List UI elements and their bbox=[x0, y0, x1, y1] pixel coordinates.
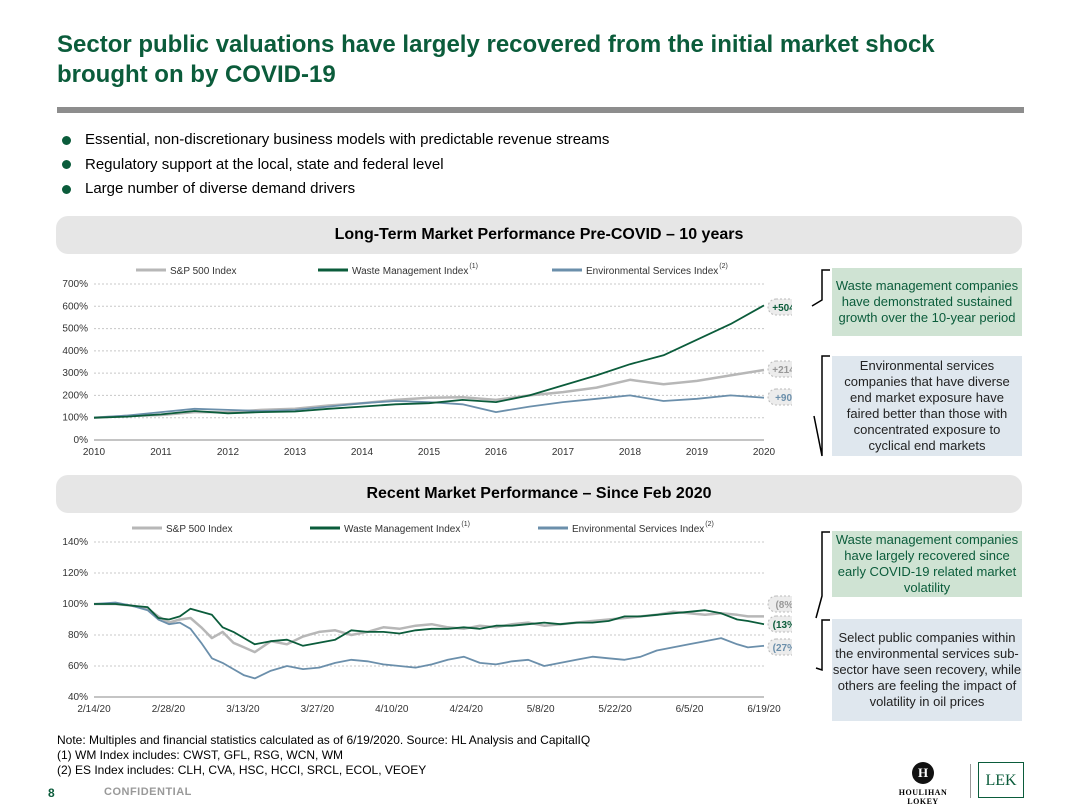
x-tick-label: 4/24/20 bbox=[450, 704, 484, 715]
y-tick-label: 120% bbox=[62, 568, 88, 579]
legend-label: Environmental Services Index bbox=[586, 266, 718, 277]
end-label: +504% bbox=[772, 303, 792, 314]
confidential-label: CONFIDENTIAL bbox=[104, 786, 192, 798]
x-tick-label: 2020 bbox=[753, 447, 776, 458]
x-tick-label: 2019 bbox=[686, 447, 709, 458]
x-tick-label: 2016 bbox=[485, 447, 508, 458]
bullet-item: Regulatory support at the local, state a… bbox=[62, 153, 609, 178]
callout-rc-env: Select public companies within the envir… bbox=[832, 619, 1022, 721]
y-tick-label: 40% bbox=[68, 692, 88, 703]
recent-chart: 40% 60% 80% 100% 120% 140% 2/14/20 2/28/20 3/13/… bbox=[62, 521, 792, 715]
page-title: Sector public valuations have largely re… bbox=[57, 31, 935, 88]
lek-logo: LEK bbox=[978, 762, 1024, 798]
callout-lt-waste: Waste management companies have demonstr… bbox=[832, 268, 1022, 336]
bullet-dot-icon bbox=[62, 184, 71, 194]
legend-footnote-marker: (1) bbox=[469, 263, 478, 270]
long-term-chart: 0% 100% 200% 300% 400% 500% 600% 700% 2010 2011 20… bbox=[62, 263, 792, 458]
legend-footnote-marker: (2) bbox=[705, 521, 714, 528]
houlihan-lokey-mark-icon: H bbox=[912, 762, 934, 784]
bullet-item: Large number of diverse demand drivers bbox=[62, 177, 609, 202]
x-tick-label: 6/19/20 bbox=[747, 704, 781, 715]
legend-label: S&P 500 Index bbox=[166, 524, 233, 535]
y-tick-label: 60% bbox=[68, 661, 88, 672]
legend-footnote-marker: (2) bbox=[719, 263, 728, 270]
x-tick-label: 3/13/20 bbox=[226, 704, 260, 715]
y-tick-label: 100% bbox=[62, 413, 88, 424]
end-label-badge bbox=[767, 388, 792, 406]
bullet-dot-icon bbox=[62, 160, 71, 170]
y-tick-label: 700% bbox=[62, 279, 88, 290]
bullet-text: Regulatory support at the local, state a… bbox=[85, 155, 444, 173]
x-tick-label: 6/5/20 bbox=[676, 704, 704, 715]
title-divider bbox=[57, 107, 1024, 113]
x-tick-label: 2015 bbox=[418, 447, 441, 458]
bullet-text: Large number of diverse demand drivers bbox=[85, 180, 356, 197]
footnote-source: Note: Multiples and financial statistics… bbox=[57, 733, 591, 747]
series-line bbox=[93, 601, 765, 680]
x-tick-label: 3/27/20 bbox=[301, 704, 335, 715]
y-tick-label: 500% bbox=[62, 324, 88, 335]
bullet-list: Essential, non-discretionary business mo… bbox=[62, 128, 609, 202]
y-tick-label: 600% bbox=[62, 301, 88, 312]
x-tick-label: 5/22/20 bbox=[598, 704, 632, 715]
series-line bbox=[93, 304, 765, 419]
logo-divider bbox=[970, 764, 971, 798]
end-label: +90% bbox=[775, 393, 792, 404]
x-tick-label: 2/28/20 bbox=[152, 704, 186, 715]
y-tick-label: 200% bbox=[62, 390, 88, 401]
section-header-long-term: Long-Term Market Performance Pre-COVID –… bbox=[56, 216, 1022, 254]
end-label-badge bbox=[767, 595, 792, 613]
bullet-text: Essential, non-discretionary business mo… bbox=[85, 131, 610, 148]
end-label-badge bbox=[767, 638, 792, 656]
bullet-dot-icon bbox=[62, 135, 71, 145]
end-label: (8%) bbox=[775, 600, 792, 611]
end-label-badge bbox=[767, 615, 792, 633]
x-tick-label: 4/10/20 bbox=[375, 704, 409, 715]
legend-footnote-marker: (1) bbox=[461, 521, 470, 528]
legend-label: S&P 500 Index bbox=[170, 266, 237, 277]
x-tick-label: 5/8/20 bbox=[527, 704, 555, 715]
houlihan-lokey-wordmark: HOULIHAN LOKEY bbox=[898, 788, 948, 806]
callout-rc-waste: Waste management companies have largely … bbox=[832, 531, 1022, 597]
callout-lt-env: Environmental services companies that ha… bbox=[832, 356, 1022, 456]
end-label-badge bbox=[767, 360, 792, 378]
y-tick-label: 300% bbox=[62, 368, 88, 379]
y-tick-label: 100% bbox=[62, 599, 88, 610]
y-tick-label: 0% bbox=[74, 435, 89, 446]
x-tick-label: 2/14/20 bbox=[77, 704, 111, 715]
legend-label: Environmental Services Index bbox=[572, 524, 704, 535]
x-tick-label: 2018 bbox=[619, 447, 642, 458]
x-tick-label: 2012 bbox=[217, 447, 240, 458]
legend-label: Waste Management Index bbox=[344, 524, 460, 535]
legend-label: Waste Management Index bbox=[352, 266, 468, 277]
x-tick-label: 2014 bbox=[351, 447, 374, 458]
y-tick-label: 80% bbox=[68, 630, 88, 641]
callout-brackets bbox=[811, 269, 830, 672]
end-label: +214% bbox=[772, 365, 792, 376]
x-tick-label: 2011 bbox=[150, 447, 172, 458]
series-line bbox=[93, 394, 765, 419]
section-header-recent: Recent Market Performance – Since Feb 20… bbox=[56, 475, 1022, 513]
end-label: (13%) bbox=[773, 620, 792, 631]
series-line bbox=[94, 602, 764, 654]
houlihan-lokey-logo: H HOULIHAN LOKEY bbox=[882, 762, 964, 806]
x-tick-label: 2017 bbox=[552, 447, 575, 458]
y-tick-label: 400% bbox=[62, 346, 88, 357]
footnotes: Note: Multiples and financial statistics… bbox=[57, 733, 590, 778]
end-label: (27%) bbox=[773, 643, 792, 654]
footnote-es: (2) ES Index includes: CLH, CVA, HSC, HC… bbox=[57, 763, 427, 777]
bullet-item: Essential, non-discretionary business mo… bbox=[62, 128, 609, 153]
y-tick-label: 140% bbox=[62, 537, 88, 548]
x-tick-label: 2010 bbox=[83, 447, 106, 458]
x-tick-label: 2013 bbox=[284, 447, 307, 458]
footnote-wm: (1) WM Index includes: CWST, GFL, RSG, W… bbox=[57, 748, 344, 762]
end-label-badge bbox=[767, 298, 792, 316]
series-line bbox=[94, 603, 765, 647]
page-number: 8 bbox=[48, 786, 55, 800]
